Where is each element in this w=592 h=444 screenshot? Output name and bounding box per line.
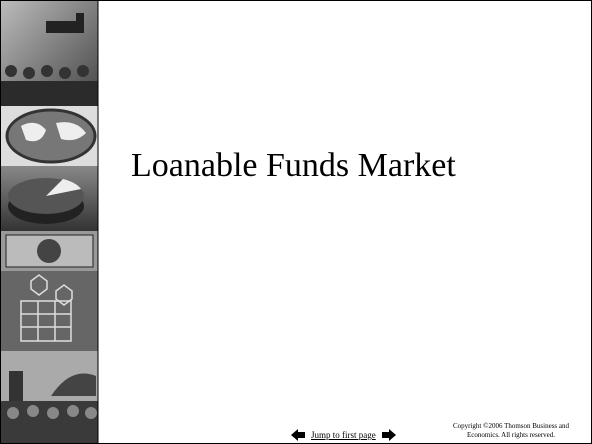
copyright-line: Copyright ©2006 Thomson Business and: [452, 422, 570, 430]
image-strip: [1, 1, 99, 443]
copyright-line: Economics. All rights reserved.: [466, 431, 556, 439]
navigation: Jump to first page: [291, 427, 396, 443]
slide-title: Loanable Funds Market: [131, 147, 456, 184]
copyright: Copyright ©2006 Thomson Business and Eco…: [431, 422, 591, 440]
jump-link[interactable]: Jump to first page: [311, 430, 376, 440]
next-arrow[interactable]: [381, 429, 396, 441]
prev-arrow[interactable]: [291, 429, 305, 441]
